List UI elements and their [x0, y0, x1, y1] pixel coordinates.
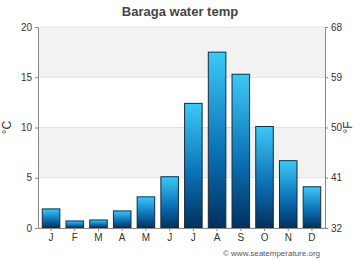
y2-axis: 32 41 50 59 68	[325, 22, 343, 234]
tick-mark	[51, 228, 52, 231]
bar	[303, 187, 321, 228]
tick-mark	[325, 178, 328, 179]
bars	[42, 52, 320, 228]
tick-mark	[35, 178, 38, 179]
tick: 20	[21, 22, 38, 33]
tick: J	[191, 228, 196, 243]
title: Baraga water temp	[122, 4, 238, 19]
tick-mark	[35, 27, 38, 28]
tick-mark	[325, 27, 328, 28]
tick: S	[237, 228, 244, 243]
tick-mark	[169, 228, 170, 231]
tick-label: 0	[26, 223, 32, 234]
bar	[185, 103, 203, 228]
tick-mark	[217, 228, 218, 231]
tick: M	[94, 228, 102, 243]
tick-label: A	[119, 232, 126, 243]
bar	[256, 126, 274, 228]
bar	[208, 52, 226, 228]
y-axis-title: °C	[0, 120, 14, 134]
tick-mark	[122, 228, 123, 231]
axis-line	[39, 228, 326, 229]
tick-mark	[98, 228, 99, 231]
tick: 10	[21, 122, 38, 133]
tick-mark	[35, 77, 38, 78]
tick: N	[285, 228, 292, 243]
tick-mark	[74, 228, 75, 231]
bar	[113, 211, 131, 228]
bar	[42, 209, 60, 228]
tick-mark	[145, 228, 146, 231]
tick-mark	[240, 228, 241, 231]
bar	[161, 177, 179, 228]
tick: 32	[325, 223, 343, 234]
tick-mark	[311, 228, 312, 231]
tick: 5	[26, 172, 38, 183]
tick-label: 68	[331, 22, 343, 33]
bar	[66, 221, 84, 228]
grid-line	[38, 77, 325, 78]
tick: A	[119, 228, 126, 243]
tick-label: 41	[331, 172, 343, 183]
grid-line	[38, 27, 325, 28]
tick-mark	[288, 228, 289, 231]
bar	[90, 220, 108, 228]
tick-mark	[193, 228, 194, 231]
tick-label: O	[261, 232, 269, 243]
tick-label: A	[214, 232, 221, 243]
tick-label: 59	[331, 72, 343, 83]
grid-line	[38, 127, 325, 128]
tick: F	[72, 228, 78, 243]
chart: J F M A M J J A S O N D 0 5 10 15 20 32 41 50 59 68 Baraga wat…	[0, 0, 360, 260]
tick-label: 15	[21, 72, 33, 83]
grid-band	[38, 27, 325, 77]
tick: 50	[325, 122, 343, 133]
tick-label: M	[94, 232, 102, 243]
y-axis: 0 5 10 15 20	[21, 22, 39, 234]
axis-line	[38, 28, 39, 229]
tick: D	[308, 228, 315, 243]
tick-label: F	[72, 232, 78, 243]
bar	[137, 197, 155, 228]
tick: O	[261, 228, 269, 243]
tick-label: 10	[21, 122, 33, 133]
tick-mark	[264, 228, 265, 231]
tick: J	[49, 228, 54, 243]
bar	[279, 161, 297, 228]
tick: A	[214, 228, 221, 243]
tick-label: 5	[26, 172, 32, 183]
tick: 0	[26, 223, 38, 234]
bar	[232, 74, 250, 228]
tick: 68	[325, 22, 343, 33]
tick-mark	[325, 77, 328, 78]
y2-axis-title: °F	[341, 121, 355, 133]
tick-label: 20	[21, 22, 33, 33]
tick-mark	[325, 228, 328, 229]
tick-label: N	[285, 232, 292, 243]
tick-label: S	[237, 232, 244, 243]
tick-mark	[325, 128, 328, 129]
tick: 41	[325, 172, 343, 183]
tick-label: J	[167, 232, 172, 243]
tick: M	[142, 228, 150, 243]
tick: J	[167, 228, 172, 243]
tick-label: D	[308, 232, 315, 243]
tick: 15	[21, 72, 38, 83]
plot-area: J F M A M J J A S O N D 0 5 10 15 20 32 41 50 59 68	[21, 22, 343, 243]
tick-mark	[35, 228, 38, 229]
tick-label: J	[49, 232, 54, 243]
tick-label: M	[142, 232, 150, 243]
tick: 59	[325, 72, 343, 83]
x-axis: JFMAMJJASOND	[39, 228, 326, 243]
tick-label: J	[191, 232, 196, 243]
tick-label: 32	[331, 223, 343, 234]
tick-mark	[35, 128, 38, 129]
annotation: © www.seatemperature.org	[223, 249, 320, 258]
